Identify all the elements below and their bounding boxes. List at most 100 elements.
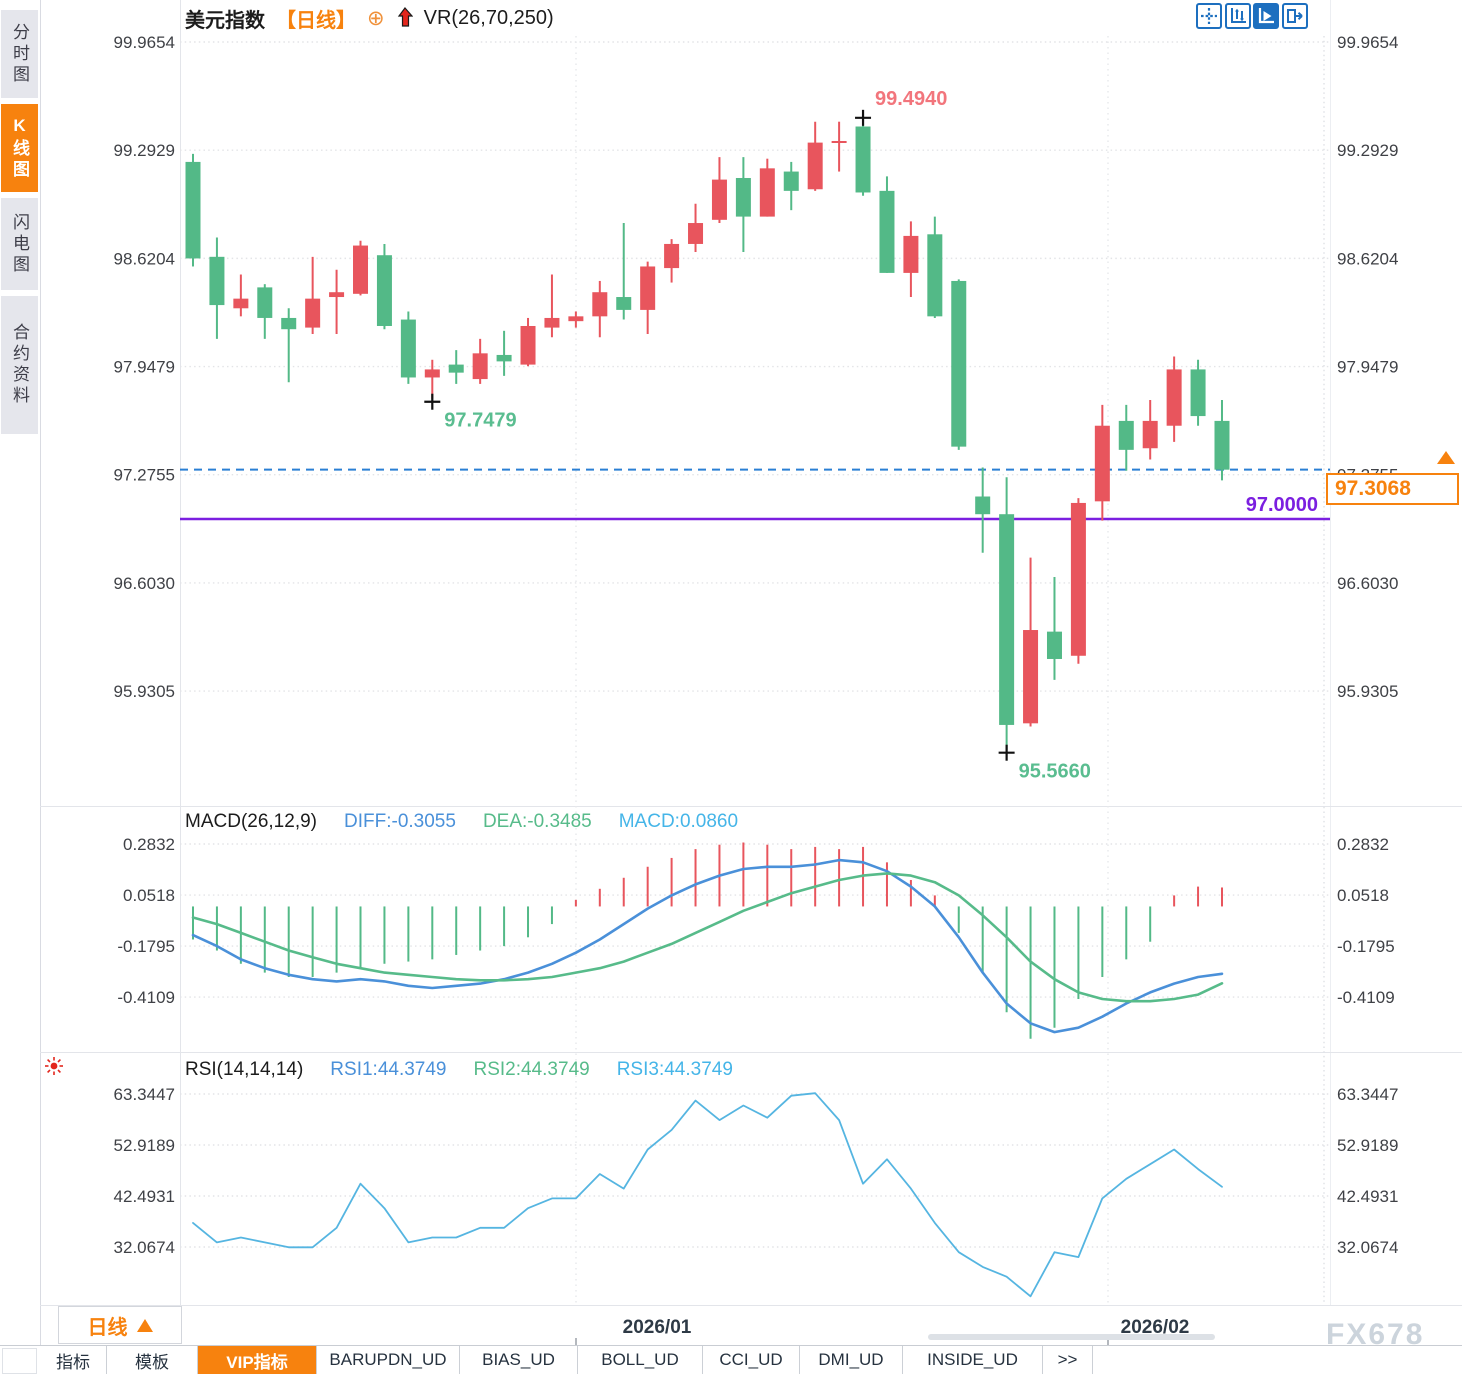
macd-dea-line xyxy=(191,872,1224,1003)
y-axis-label-left: 0.2832 xyxy=(123,835,175,854)
candle-body xyxy=(879,190,895,273)
indicator-tab-5[interactable]: BIAS_UD xyxy=(460,1346,578,1374)
watermark: FX678 xyxy=(1326,1318,1425,1351)
hot-indicator-icon[interactable] xyxy=(44,1056,64,1081)
rsi-title-row: RSI(14,14,14) RSI1:44.3749 RSI2:44.3749 RSI… xyxy=(185,1057,733,1083)
auto-scale-button[interactable] xyxy=(1253,3,1279,29)
candle-body xyxy=(424,369,440,378)
candle-body xyxy=(1142,420,1158,449)
candle-body xyxy=(544,317,560,328)
indicator-tab-10[interactable]: >> xyxy=(1043,1346,1093,1374)
overlay-indicator-label[interactable]: VR(26,70,250) xyxy=(423,6,554,29)
price-annotation: 97.7479 xyxy=(444,410,516,432)
candlestick-series xyxy=(185,117,1230,750)
candle-body xyxy=(1070,502,1086,656)
y-axis-label-left: 97.2755 xyxy=(114,466,175,485)
triangle-up-icon xyxy=(136,1318,153,1332)
y-axis-label-right: 63.3447 xyxy=(1337,1085,1398,1104)
candle-body xyxy=(448,364,464,373)
sidebar-tab-3[interactable]: 闪电图 xyxy=(1,198,38,290)
x-axis-label: 2026/01 xyxy=(623,1317,692,1338)
y-axis-label-right: 99.2929 xyxy=(1337,141,1398,160)
sidebar-tab-2[interactable]: K线图 xyxy=(1,104,38,192)
candle-body xyxy=(975,496,991,515)
pan-crosshair-button[interactable] xyxy=(1196,3,1222,29)
y-axis-label-right: 97.9479 xyxy=(1337,358,1398,377)
candle-body xyxy=(353,245,369,294)
candle-body xyxy=(1094,425,1110,502)
support-line-label: 97.0000 xyxy=(1246,494,1318,516)
y-axis-label-left: 99.9654 xyxy=(114,33,175,52)
y-axis-label-right: -0.4109 xyxy=(1337,988,1395,1007)
candle-body xyxy=(1190,369,1206,417)
candle-body xyxy=(376,255,392,326)
indicator-tab-3[interactable]: VIP指标 xyxy=(198,1346,317,1374)
candle-body xyxy=(520,325,536,365)
plot-left-border xyxy=(180,0,181,1305)
y-axis-label-left: 96.6030 xyxy=(114,574,175,593)
tabbar-corner-cell xyxy=(2,1348,37,1374)
candle-body xyxy=(759,168,775,217)
candle-body xyxy=(664,243,680,269)
candle-body xyxy=(592,292,608,317)
current-price-tag: 97.3068 xyxy=(1326,473,1459,505)
candle-body xyxy=(927,234,943,317)
macd-params-label[interactable]: MACD(26,12,9) xyxy=(185,811,317,832)
buy-signal-arrow-icon xyxy=(396,7,413,29)
y-axis-label-right: 99.9654 xyxy=(1337,33,1398,52)
y-axis-label-left: 42.4931 xyxy=(114,1187,175,1206)
y-axis-label-right: 0.2832 xyxy=(1337,835,1389,854)
y-axis-label-right: 0.0518 xyxy=(1337,886,1389,905)
candle-body xyxy=(305,298,321,328)
period-label[interactable]: 【日线】 xyxy=(276,9,356,32)
axis-range-button[interactable] xyxy=(1225,3,1251,29)
indicator-tab-1[interactable]: 指标 xyxy=(40,1346,107,1374)
rsi-readout-3: RSI3:44.3749 xyxy=(616,1059,733,1080)
panel-separator-2 xyxy=(40,1052,1462,1053)
gridlines xyxy=(180,36,1330,1345)
candle-body xyxy=(735,177,751,217)
x-scrollbar-thumb[interactable] xyxy=(928,1334,1215,1340)
candle-body xyxy=(688,223,704,244)
candle-body xyxy=(1046,631,1062,659)
y-axis-label-right: -0.1795 xyxy=(1337,937,1395,956)
candle-body xyxy=(903,235,919,273)
indicator-tab-8[interactable]: DMI_UD xyxy=(800,1346,903,1374)
price-annotation: 99.4940 xyxy=(875,88,947,110)
scroll-to-latest-arrow[interactable] xyxy=(1437,451,1455,464)
candle-body xyxy=(855,126,871,193)
sidebar-tab-4[interactable]: 合约资料 xyxy=(1,296,38,434)
macd-readout-1: DIFF:-0.3055 xyxy=(344,811,456,832)
price-annotation: 95.5660 xyxy=(1019,761,1091,783)
candle-body xyxy=(616,297,632,310)
candle-body xyxy=(568,316,584,322)
crosshair-target-icon[interactable]: ⊕ xyxy=(367,6,385,30)
candle-body xyxy=(831,140,847,143)
y-axis-label-left: 98.6204 xyxy=(114,249,175,268)
candle-body xyxy=(400,319,416,378)
y-axis-label-right: 98.6204 xyxy=(1337,249,1398,268)
indicator-tab-6[interactable]: BOLL_UD xyxy=(578,1346,703,1374)
period-selector-label: 日线 xyxy=(87,1316,128,1339)
candle-body xyxy=(329,292,345,298)
tabbar-top-border xyxy=(0,1345,1462,1346)
x-axis-label: 2026/02 xyxy=(1121,1317,1190,1338)
period-selector-button[interactable]: 日线 xyxy=(58,1306,182,1344)
snap-latest-button[interactable] xyxy=(1282,3,1308,29)
indicator-tab-4[interactable]: BARUPDN_UD xyxy=(317,1346,460,1374)
candle-body xyxy=(951,280,967,447)
chart-header: 美元指数 【日线】 ⊕ VR(26,70,250) xyxy=(185,3,554,33)
indicator-tab-7[interactable]: CCI_UD xyxy=(703,1346,800,1374)
y-axis-label-left: 0.0518 xyxy=(123,886,175,905)
rsi-readout-2: RSI2:44.3749 xyxy=(473,1059,590,1080)
candle-body xyxy=(185,161,201,259)
indicator-tab-9[interactable]: INSIDE_UD xyxy=(903,1346,1043,1374)
indicator-tabbar: 指标 模板 VIP指标 BARUPDN_UD BIAS_UD BOLL_UD CCI_UD D… xyxy=(40,1346,1093,1374)
y-axis-label-right: 95.9305 xyxy=(1337,682,1398,701)
sidebar-tab-1[interactable]: 分时图 xyxy=(1,10,38,98)
indicator-tab-2[interactable]: 模板 xyxy=(107,1346,198,1374)
rsi-params-label[interactable]: RSI(14,14,14) xyxy=(185,1059,304,1080)
macd-readout-3: MACD:0.0860 xyxy=(618,811,739,832)
